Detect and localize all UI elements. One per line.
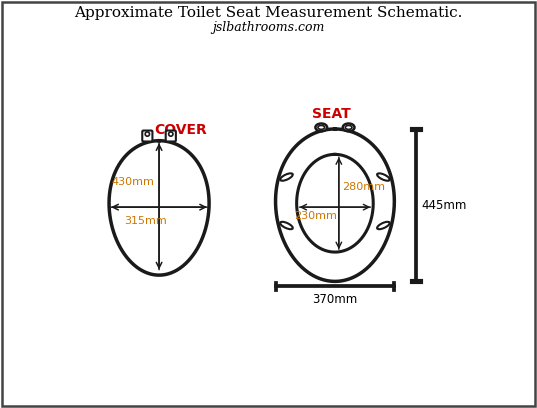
Text: jslbathrooms.com: jslbathrooms.com [212, 22, 325, 35]
Text: Toilet Seat Schematic Picture For Illustration Purposes Only: Toilet Seat Schematic Picture For Illust… [44, 383, 493, 396]
Circle shape [169, 132, 173, 136]
Text: 230mm: 230mm [294, 211, 337, 221]
Text: 430mm: 430mm [112, 177, 154, 187]
Circle shape [145, 132, 149, 136]
Ellipse shape [377, 222, 390, 229]
Text: 370mm: 370mm [313, 293, 358, 306]
Ellipse shape [345, 125, 352, 129]
Ellipse shape [315, 124, 327, 131]
Text: SEAT: SEAT [311, 107, 351, 121]
Ellipse shape [343, 124, 354, 131]
Text: 315mm: 315mm [124, 216, 167, 226]
Ellipse shape [280, 173, 293, 181]
Text: 280mm: 280mm [342, 182, 385, 192]
Text: Approximate Toilet Seat Measurement Schematic.: Approximate Toilet Seat Measurement Sche… [74, 6, 463, 20]
Text: 445mm: 445mm [422, 199, 467, 212]
FancyBboxPatch shape [166, 131, 176, 142]
Ellipse shape [377, 173, 390, 181]
Text: COVER: COVER [154, 123, 207, 137]
Ellipse shape [280, 222, 293, 229]
FancyBboxPatch shape [142, 131, 153, 142]
Ellipse shape [318, 125, 324, 129]
